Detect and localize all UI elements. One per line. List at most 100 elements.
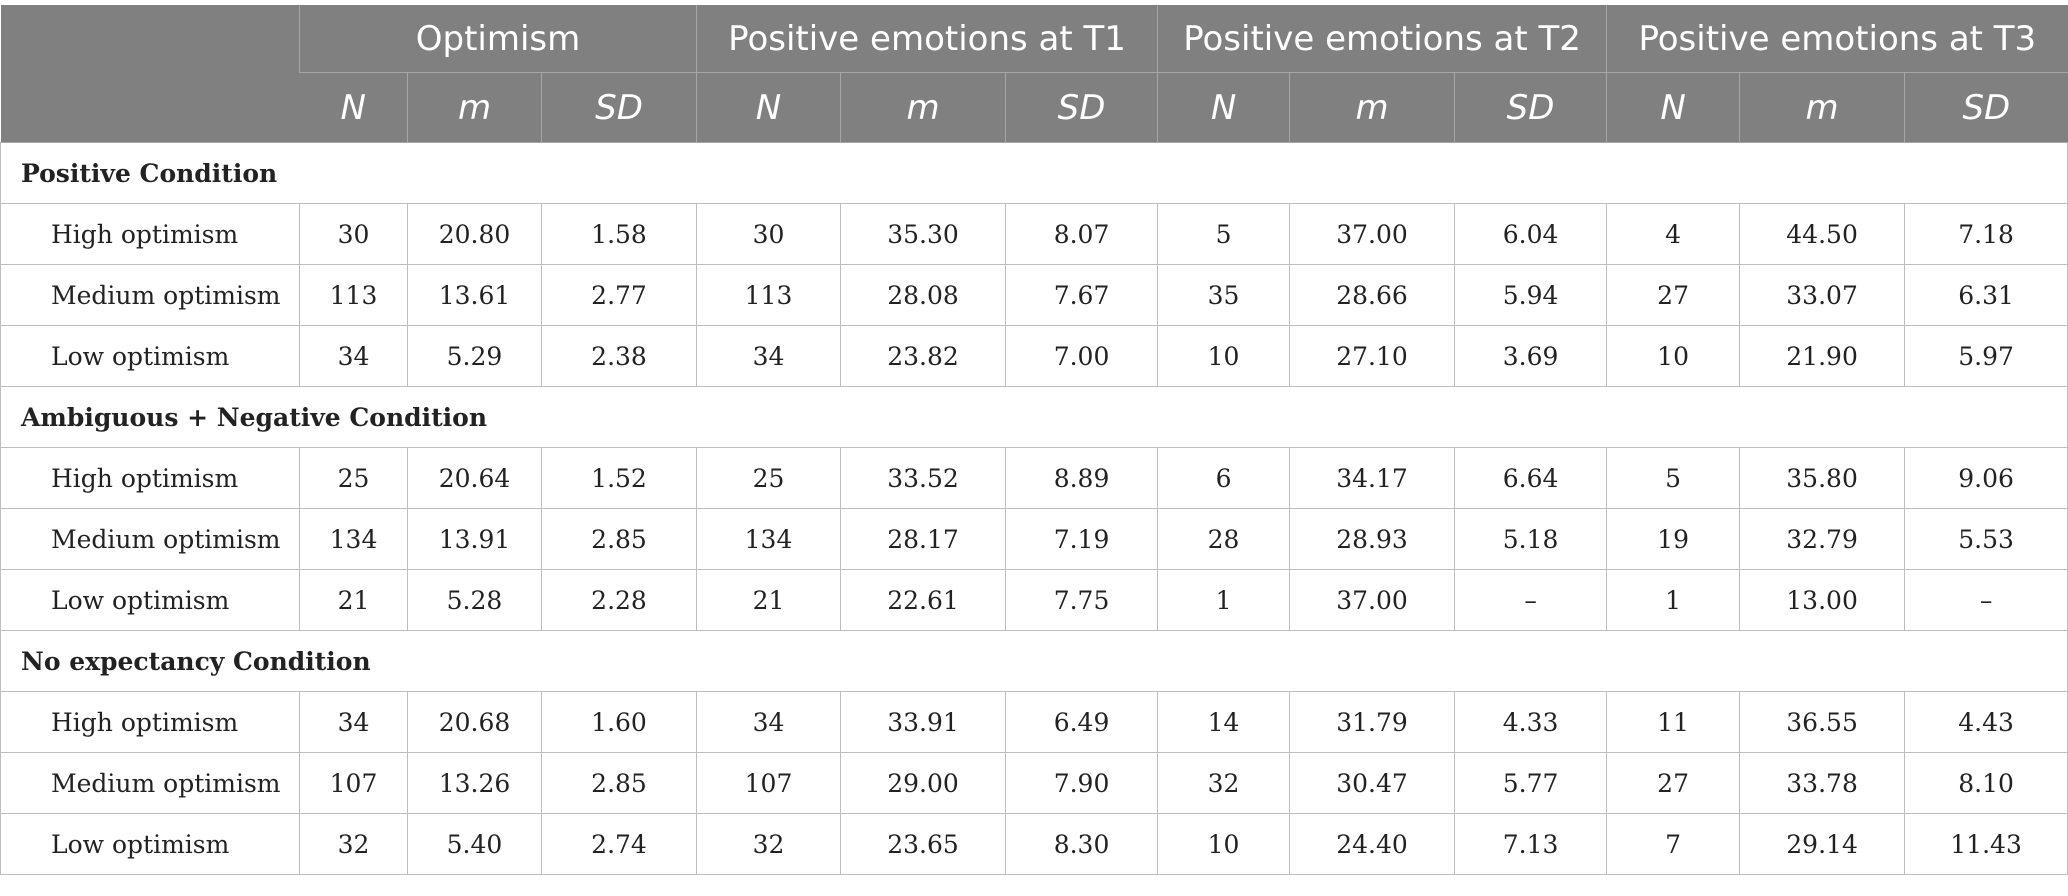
table-cell: 13.00 <box>1739 569 1905 631</box>
subheader-cell: N <box>299 72 408 143</box>
table-cell: 34 <box>299 691 408 753</box>
table-cell: 6.64 <box>1454 447 1607 509</box>
table-cell: 23.65 <box>840 813 1006 875</box>
table-cell: 32 <box>299 813 408 875</box>
row-label: High optimism <box>0 691 300 753</box>
table-cell: 7.19 <box>1005 508 1158 570</box>
table-cell: 27 <box>1606 752 1740 814</box>
header-sub-row: N m SD N m SD N m SD N m SD <box>1 72 2068 143</box>
table-cell: 5.53 <box>1904 508 2068 570</box>
table-cell: 5.40 <box>407 813 542 875</box>
table-cell: 44.50 <box>1739 203 1905 265</box>
row-label: Low optimism <box>0 325 300 387</box>
table-cell: 34 <box>299 325 408 387</box>
table-cell: 10 <box>1157 813 1290 875</box>
table-cell: 7.90 <box>1005 752 1158 814</box>
row-label: High optimism <box>0 203 300 265</box>
subheader-cell: m <box>1739 72 1905 143</box>
table-cell: 5.77 <box>1454 752 1607 814</box>
table-row: Medium optimism 113 13.61 2.77 113 28.08 7.67 3… <box>0 264 2068 326</box>
section-row: Positive Condition <box>0 142 2068 204</box>
table-container: Optimism Positive emotions at T1 Positiv… <box>0 5 2068 875</box>
subheader-cell: N <box>1157 72 1290 143</box>
table-cell: 28.08 <box>840 264 1006 326</box>
table-cell: 5.18 <box>1454 508 1607 570</box>
table-cell: 28.93 <box>1289 508 1455 570</box>
table-cell: 1 <box>1157 569 1290 631</box>
table-cell: 23.82 <box>840 325 1006 387</box>
table-cell: 29.00 <box>840 752 1006 814</box>
table-cell: 7.13 <box>1454 813 1607 875</box>
table-cell: 30.47 <box>1289 752 1455 814</box>
section-title: Positive Condition <box>0 142 2068 204</box>
table-cell: 25 <box>299 447 408 509</box>
subheader-cell: m <box>840 72 1006 143</box>
table-cell: 8.07 <box>1005 203 1158 265</box>
table-cell: 3.69 <box>1454 325 1607 387</box>
table-row: Medium optimism 107 13.26 2.85 107 29.00 7.90 3… <box>0 752 2068 814</box>
section-row: Ambiguous + Negative Condition <box>0 386 2068 448</box>
header-group-t3: Positive emotions at T3 <box>1606 5 2068 73</box>
table-cell: 10 <box>1606 325 1740 387</box>
table-cell: 34.17 <box>1289 447 1455 509</box>
table-cell: 7.75 <box>1005 569 1158 631</box>
row-label: Medium optimism <box>0 264 300 326</box>
subheader-cell: m <box>1289 72 1455 143</box>
table-cell: 7.67 <box>1005 264 1158 326</box>
table-header: Optimism Positive emotions at T1 Positiv… <box>0 5 2068 143</box>
row-label: Low optimism <box>0 813 300 875</box>
table-cell: 5 <box>1157 203 1290 265</box>
table-cell: 10 <box>1157 325 1290 387</box>
row-label: Medium optimism <box>0 752 300 814</box>
subheader-cell: N <box>1606 72 1740 143</box>
table-row: Low optimism 34 5.29 2.38 34 23.82 7.00 10 27.10… <box>0 325 2068 387</box>
table-cell: 28.17 <box>840 508 1006 570</box>
table-cell: 25 <box>696 447 841 509</box>
table-cell: 4 <box>1606 203 1740 265</box>
table-cell: 34 <box>696 691 841 753</box>
table-cell: 13.91 <box>407 508 542 570</box>
table-cell: 35.30 <box>840 203 1006 265</box>
table-cell: 33.91 <box>840 691 1006 753</box>
table-cell: – <box>1454 569 1607 631</box>
table-cell: 28.66 <box>1289 264 1455 326</box>
table-cell: 11.43 <box>1904 813 2068 875</box>
table-row: Low optimism 32 5.40 2.74 32 23.65 8.30 10 24.40… <box>0 813 2068 875</box>
table-row: Medium optimism 134 13.91 2.85 134 28.17 7.19 2… <box>0 508 2068 570</box>
subheader-cell: SD <box>540 72 697 143</box>
table-cell: 13.26 <box>407 752 542 814</box>
section-title: Ambiguous + Negative Condition <box>0 386 2068 448</box>
table-cell: 21 <box>696 569 841 631</box>
table-cell: 113 <box>299 264 408 326</box>
table-cell: 33.78 <box>1739 752 1905 814</box>
table-row: High optimism 30 20.80 1.58 30 35.30 8.07 5 37.0… <box>0 203 2068 265</box>
table-cell: 2.28 <box>540 569 697 631</box>
subheader-cell: SD <box>1454 72 1607 143</box>
table-cell: 1 <box>1606 569 1740 631</box>
table-cell: 36.55 <box>1739 691 1905 753</box>
table-cell: 21.90 <box>1739 325 1905 387</box>
table-cell: 8.30 <box>1005 813 1158 875</box>
table-cell: 37.00 <box>1289 203 1455 265</box>
table-cell: 2.85 <box>540 508 697 570</box>
table-cell: 24.40 <box>1289 813 1455 875</box>
table-cell: 7 <box>1606 813 1740 875</box>
table-cell: 31.79 <box>1289 691 1455 753</box>
table-cell: 32 <box>1157 752 1290 814</box>
table-cell: – <box>1904 569 2068 631</box>
table-cell: 20.64 <box>407 447 542 509</box>
table-cell: 2.74 <box>540 813 697 875</box>
table-cell: 5.97 <box>1904 325 2068 387</box>
table-cell: 107 <box>696 752 841 814</box>
table-cell: 13.61 <box>407 264 542 326</box>
table-cell: 5.94 <box>1454 264 1607 326</box>
header-group-optimism: Optimism <box>298 5 697 73</box>
table-cell: 5.28 <box>407 569 542 631</box>
row-label: Low optimism <box>0 569 300 631</box>
header-corner-cell <box>0 5 300 143</box>
table-cell: 7.00 <box>1005 325 1158 387</box>
header-group-t2: Positive emotions at T2 <box>1157 5 1607 73</box>
section-row: No expectancy Condition <box>0 630 2068 692</box>
descriptive-stats-table: Optimism Positive emotions at T1 Positiv… <box>0 5 2068 875</box>
table-cell: 4.33 <box>1454 691 1607 753</box>
